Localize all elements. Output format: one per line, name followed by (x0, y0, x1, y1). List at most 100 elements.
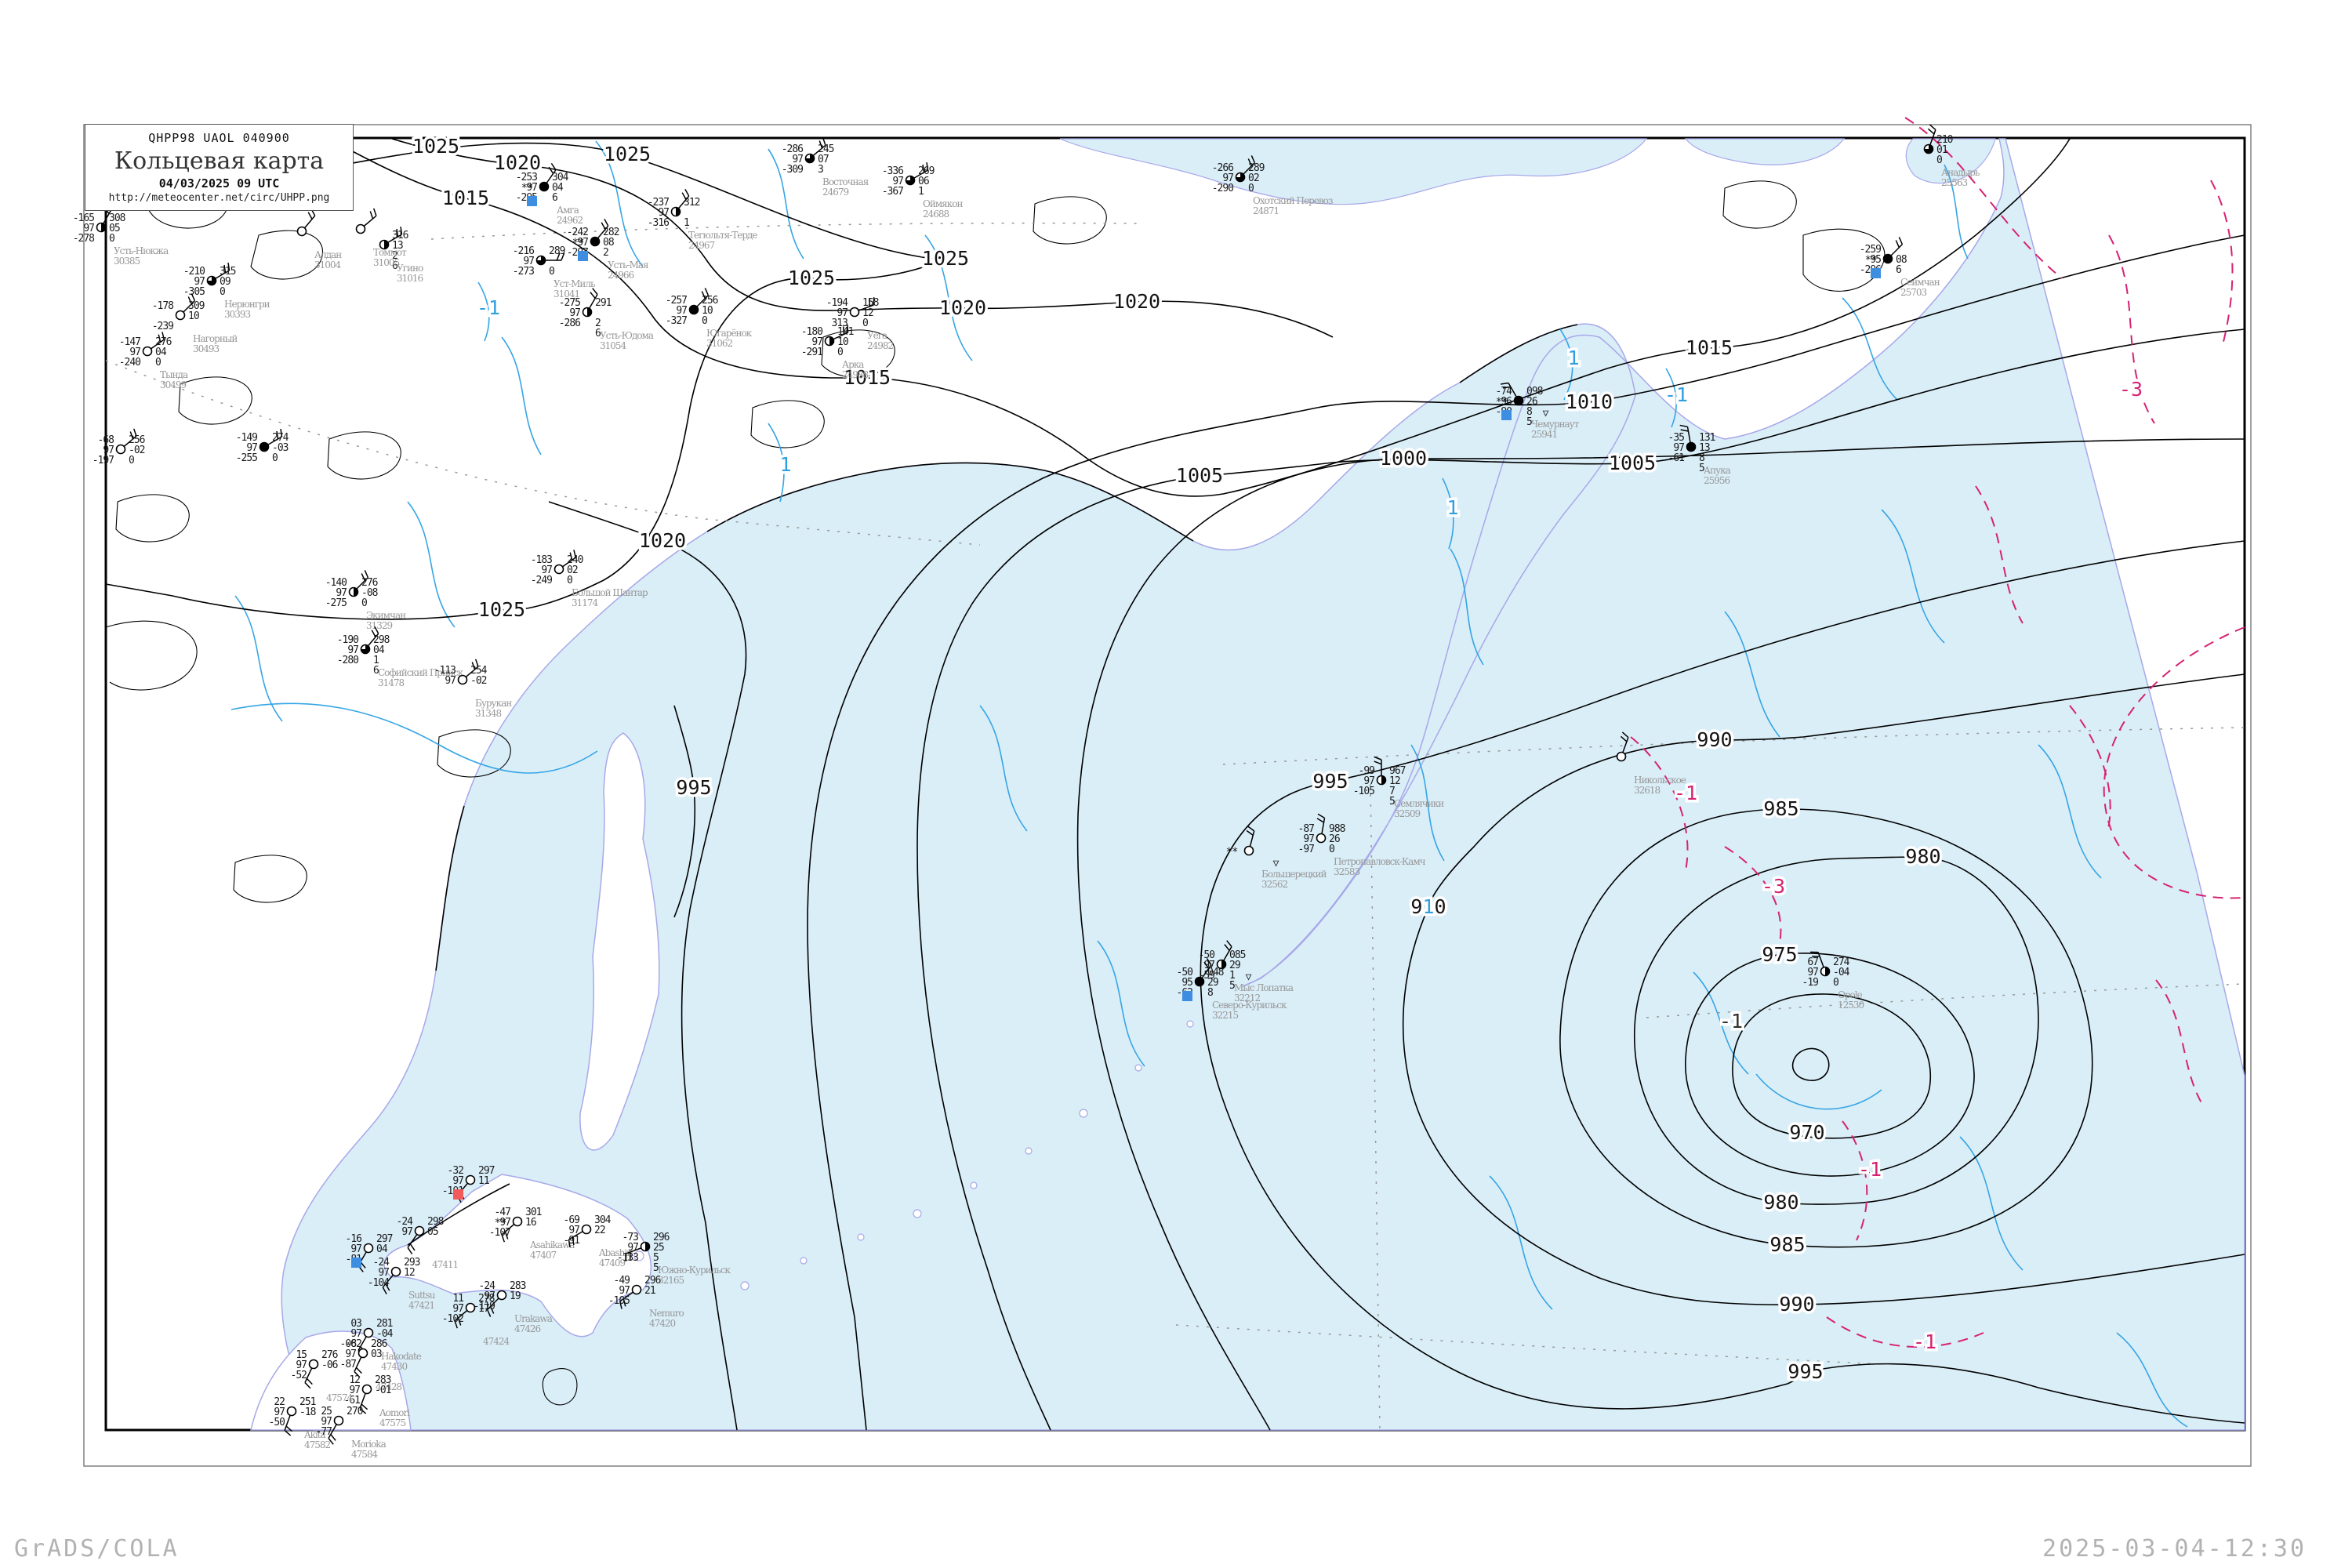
svg-text:-266: -266 (1212, 162, 1233, 174)
svg-text:97: 97 (274, 1406, 285, 1418)
svg-text:25941: 25941 (1531, 429, 1557, 440)
svg-text:97: 97 (345, 1348, 356, 1360)
svg-text:97: 97 (378, 1267, 389, 1279)
svg-text:1: 1 (918, 186, 924, 198)
svg-text:-257: -257 (666, 295, 687, 307)
svg-text:22: 22 (274, 1396, 285, 1408)
svg-text:-19: -19 (1802, 977, 1819, 989)
svg-text:97: 97 (1222, 172, 1233, 184)
svg-text:313: 313 (832, 318, 848, 329)
svg-text:47584: 47584 (351, 1449, 379, 1460)
svg-text:**: ** (1496, 396, 1508, 408)
precip-marker-blue (1871, 268, 1881, 278)
svg-text:97: 97 (892, 176, 903, 187)
svg-text:97: 97 (619, 1285, 630, 1297)
svg-text:26: 26 (1526, 396, 1537, 408)
svg-text:22: 22 (594, 1225, 605, 1236)
svg-text:Тегюльтя-Терде: Тегюльтя-Терде (688, 230, 757, 241)
svg-text:0: 0 (549, 266, 554, 278)
svg-text:297: 297 (478, 1165, 495, 1177)
svg-text:97: 97 (1363, 775, 1374, 787)
svg-text:10: 10 (837, 336, 848, 348)
svg-text:47575: 47575 (379, 1417, 406, 1428)
svg-text:97: 97 (526, 182, 537, 194)
svg-text:5: 5 (1229, 980, 1235, 992)
svg-text:0: 0 (862, 318, 868, 329)
svg-text:Охотский Перевоз: Охотский Перевоз (1253, 195, 1333, 206)
svg-text:97: 97 (484, 1290, 495, 1302)
svg-text:098: 098 (1526, 386, 1543, 397)
contour-label: -1 (1674, 782, 1697, 804)
svg-text:Южно-Курильск: Южно-Курильск (658, 1265, 731, 1276)
svg-text:97: 97 (445, 675, 456, 687)
svg-text:296: 296 (653, 1232, 670, 1243)
svg-text:97: 97 (349, 1385, 360, 1396)
kuril-islet (913, 1209, 922, 1218)
svg-text:47430: 47430 (381, 1361, 408, 1372)
svg-text:04: 04 (155, 347, 167, 358)
svg-text:-06: -06 (340, 1338, 357, 1350)
svg-text:13: 13 (392, 240, 403, 252)
island-land (250, 732, 1194, 1431)
isobar-line (1791, 1047, 1830, 1081)
svg-text:17: 17 (478, 1303, 489, 1315)
contour-label: 1 (1567, 347, 1579, 369)
svg-text:251: 251 (299, 1396, 316, 1408)
svg-text:▽: ▽ (1246, 971, 1252, 983)
kuril-islet (633, 1250, 644, 1261)
svg-text:0: 0 (702, 315, 707, 327)
svg-text:Opole: Opole (1838, 989, 1863, 1000)
svg-text:-06: -06 (321, 1359, 338, 1371)
svg-text:97: 97 (523, 256, 534, 267)
svg-text:6: 6 (595, 328, 601, 339)
svg-text:31054: 31054 (600, 340, 627, 351)
svg-text:Abashiri: Abashiri (598, 1247, 633, 1258)
svg-text:-52: -52 (291, 1370, 307, 1381)
svg-text:Анадырь: Анадырь (1941, 167, 1980, 178)
svg-text:085: 085 (1229, 949, 1246, 961)
svg-text:-08: -08 (361, 587, 378, 599)
svg-text:304: 304 (552, 172, 569, 183)
svg-text:47411: 47411 (432, 1259, 458, 1270)
svg-text:-50: -50 (269, 1417, 285, 1428)
svg-text:97: 97 (541, 564, 552, 576)
svg-text:276: 276 (155, 336, 172, 348)
svg-text:97: 97 (568, 1225, 579, 1236)
svg-text:-74: -74 (1496, 386, 1513, 397)
svg-text:-01: -01 (375, 1385, 391, 1396)
contour-label: 1020 (939, 296, 986, 319)
svg-text:-102: -102 (442, 1313, 463, 1325)
svg-text:97: 97 (347, 644, 358, 656)
svg-text:Усть-Юдома: Усть-Юдома (600, 330, 654, 341)
svg-text:-16: -16 (346, 1233, 362, 1245)
svg-text:97: 97 (792, 154, 803, 165)
svg-text:Северо-Курильск: Северо-Курильск (1212, 1000, 1287, 1011)
svg-text:-03: -03 (272, 442, 289, 454)
svg-text:97: 97 (811, 336, 822, 348)
contour-label-mixed: 910 (1410, 895, 1446, 918)
svg-text:02: 02 (567, 564, 578, 576)
svg-text:Suttsu: Suttsu (408, 1290, 436, 1301)
isobar-line (105, 142, 946, 620)
svg-text:97: 97 (452, 1175, 463, 1187)
svg-text:301: 301 (525, 1207, 542, 1218)
contour-label: -1 (477, 296, 500, 319)
svg-text:3: 3 (818, 164, 823, 176)
svg-text:05: 05 (427, 1226, 438, 1238)
svg-text:Усть-Нюкжа: Усть-Нюкжа (114, 245, 169, 256)
svg-text:30493: 30493 (193, 343, 220, 354)
svg-text:31478: 31478 (378, 677, 405, 688)
svg-text:-290: -290 (1212, 183, 1233, 194)
svg-text:6: 6 (1896, 264, 1901, 276)
svg-text:13: 13 (1699, 442, 1710, 454)
svg-text:-242: -242 (567, 227, 588, 238)
